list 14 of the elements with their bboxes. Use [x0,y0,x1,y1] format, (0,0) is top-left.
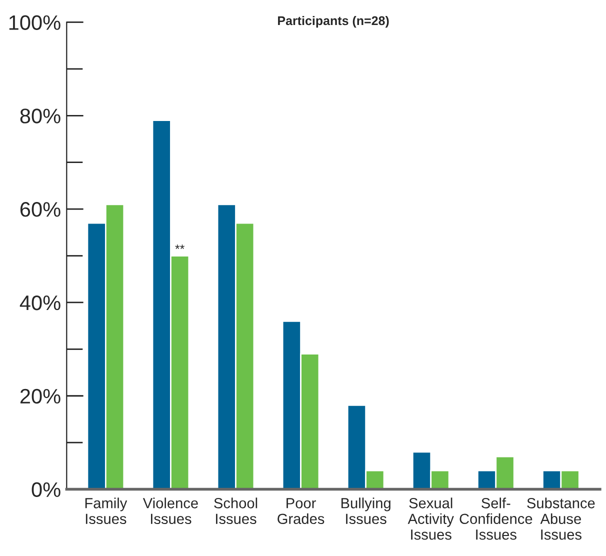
y-tick-label: 40% [20,295,60,310]
y-tick-label: 60% [20,202,60,217]
annotation: ** [175,244,184,249]
x-tick-label: School Issues [214,498,258,524]
y-tick-label: 20% [20,388,60,404]
y-tick-label: 80% [20,108,60,124]
x-tick-label: Family Issues [85,498,128,524]
x-tick-label: Bullying Issues [341,498,390,524]
x-tick-label: Violence Issues [142,498,198,524]
y-tick-label: 100% [9,15,60,30]
x-tick-label: Poor Grades [278,498,324,524]
y-tick-label: 0% [32,482,60,498]
x-tick-label: Sexual Activity Issues [408,498,454,540]
chart-title: Participants (n=28) [278,16,389,28]
